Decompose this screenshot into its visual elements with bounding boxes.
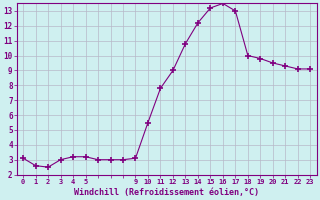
- X-axis label: Windchill (Refroidissement éolien,°C): Windchill (Refroidissement éolien,°C): [74, 188, 259, 197]
